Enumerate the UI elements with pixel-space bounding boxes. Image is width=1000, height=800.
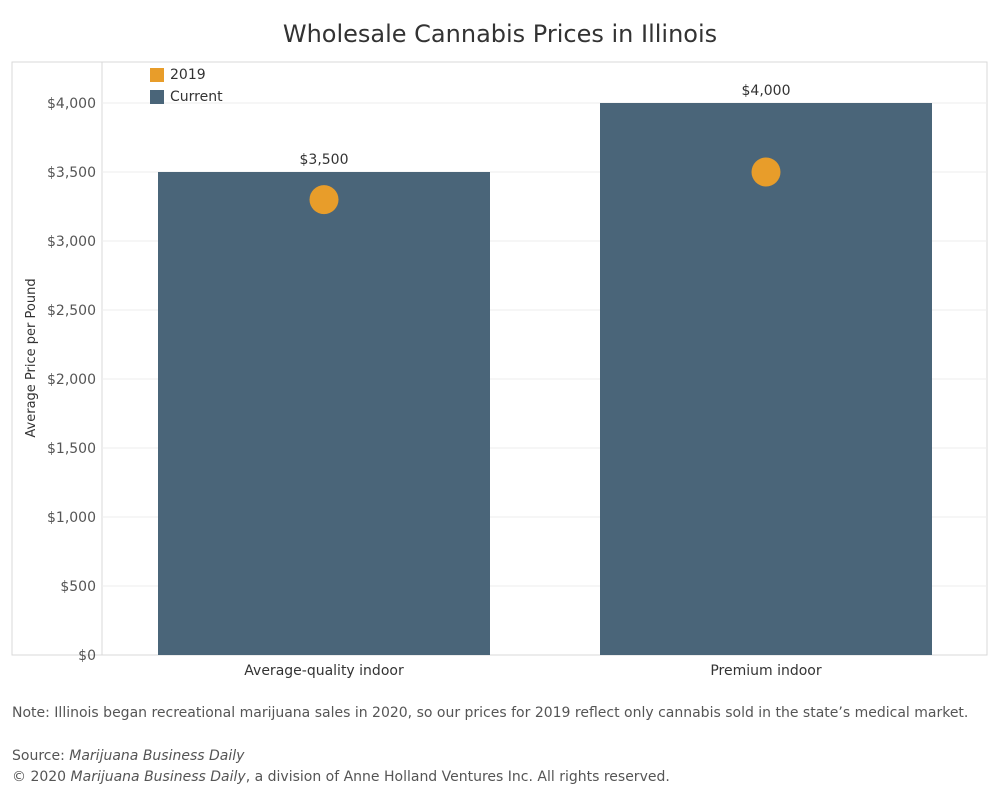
- chart-note: Note: Illinois began recreational mariju…: [12, 705, 969, 721]
- copyright-prefix: © 2020: [12, 769, 71, 785]
- y-tick-label: $2,500: [47, 303, 96, 319]
- legend-label-current: Current: [170, 89, 223, 105]
- source-line: Source: Marijuana Business Daily: [12, 746, 670, 767]
- plot-frame: [11, 61, 988, 656]
- y-tick-label: $1,000: [47, 510, 96, 526]
- legend: 2019 Current: [150, 64, 223, 108]
- source-prefix: Source:: [12, 748, 70, 764]
- legend-item-2019: 2019: [150, 64, 223, 86]
- bar-data-label: $4,000: [742, 83, 791, 99]
- copyright-rest: , a division of Anne Holland Ventures In…: [245, 769, 670, 785]
- point-2019: [309, 185, 339, 215]
- legend-swatch-2019: [150, 68, 164, 82]
- x-tick-label: Premium indoor: [710, 663, 822, 679]
- y-tick-label: $4,000: [47, 96, 96, 112]
- bar-current: [158, 172, 490, 655]
- copyright-publication: Marijuana Business Daily: [70, 769, 246, 785]
- x-tick-label: Average-quality indoor: [244, 663, 404, 679]
- legend-label-2019: 2019: [170, 67, 206, 83]
- legend-swatch-current: [150, 90, 164, 104]
- y-tick-label: $2,000: [47, 372, 96, 388]
- y-tick-label: $1,500: [47, 441, 96, 457]
- y-tick-label: $3,500: [47, 165, 96, 181]
- legend-item-current: Current: [150, 86, 223, 108]
- bar-current: [600, 103, 932, 655]
- y-axis-title: Average Price per Pound: [24, 278, 39, 437]
- y-tick-label: $500: [60, 579, 96, 595]
- source-publication: Marijuana Business Daily: [69, 748, 245, 764]
- point-2019: [751, 157, 781, 187]
- y-tick-label: $0: [78, 648, 96, 664]
- copyright-line: © 2020 Marijuana Business Daily, a divis…: [12, 767, 670, 788]
- source-block: Source: Marijuana Business Daily © 2020 …: [12, 746, 670, 788]
- y-tick-label: $3,000: [47, 234, 96, 250]
- bar-data-label: $3,500: [300, 152, 349, 168]
- chart-title: Wholesale Cannabis Prices in Illinois: [282, 20, 718, 48]
- bar-chart: $0 $500 $1,000 $1,500 $2,000 $2,500 $3,000 $3,5…: [11, 61, 988, 679]
